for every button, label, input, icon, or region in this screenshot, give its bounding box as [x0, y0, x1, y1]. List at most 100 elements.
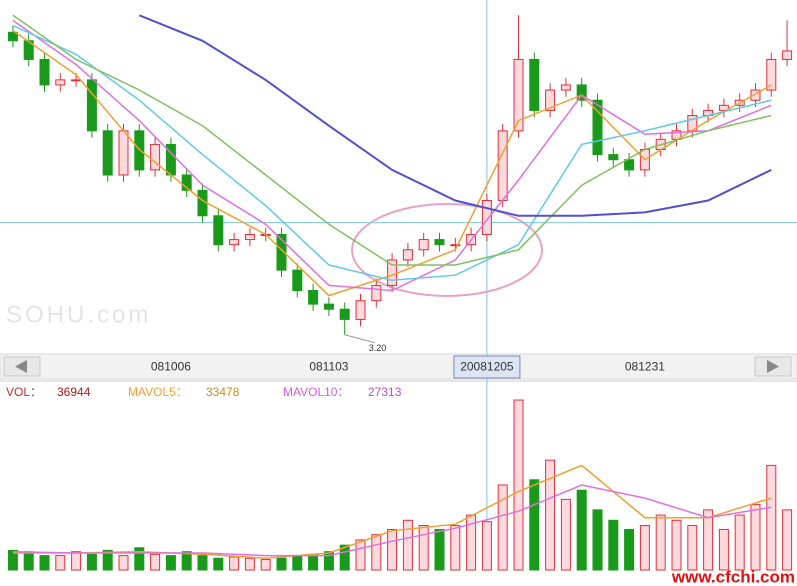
candle-body [118, 130, 129, 176]
candle-body [497, 130, 508, 201]
volume-bar [576, 489, 587, 571]
site-url: www.cfchi.com [671, 567, 795, 586]
mavol10-value: 27313 [368, 385, 402, 399]
candle-body [7, 31, 18, 42]
candle-body [529, 58, 540, 111]
x-tick-label: 081006 [151, 360, 191, 374]
volume-bar [387, 528, 398, 571]
volume-bar [371, 534, 382, 571]
volume-bar [750, 504, 761, 571]
volume-bar [213, 557, 224, 571]
candle-body [355, 300, 366, 320]
x-tick-label: 20081205 [460, 360, 514, 374]
volume-bar [402, 519, 413, 571]
candle-body [339, 308, 350, 320]
volume-bar [671, 519, 682, 571]
volume-bar [308, 553, 319, 571]
candle-body [750, 89, 761, 101]
ma-line [12, 14, 772, 266]
candle-body [276, 233, 287, 271]
mavol10-label: MAVOL10： [283, 385, 349, 399]
ma-line [12, 29, 772, 297]
volume-bar [197, 555, 208, 571]
volume-bar [782, 509, 793, 571]
volume-bar [592, 509, 603, 571]
candle-body [418, 239, 429, 251]
volume-bar [655, 514, 666, 571]
volume-bar [260, 559, 271, 571]
volume-bar [434, 528, 445, 571]
arrow-left [15, 360, 27, 373]
candle-body [782, 50, 793, 60]
volume-bar [450, 525, 461, 571]
volume-bar [150, 553, 161, 571]
candle-body [55, 79, 66, 86]
volume-bar [703, 509, 714, 571]
vol-label: VOL： [6, 385, 42, 399]
candle-body [450, 244, 461, 247]
volume-bar [86, 553, 97, 571]
volume-bar [276, 557, 287, 571]
candle-body [371, 284, 382, 302]
volume-bar [134, 547, 145, 571]
volume-bar [481, 521, 492, 571]
volume-bar [39, 555, 50, 571]
volume-bar [339, 544, 350, 571]
mavol-line [12, 464, 772, 559]
volume-bar [23, 551, 34, 571]
volume-bar [418, 525, 429, 571]
candle-body [718, 104, 729, 111]
candle-body [624, 159, 635, 171]
candle-body [402, 249, 413, 261]
volume-bar [244, 557, 255, 571]
volume-bar [513, 399, 524, 571]
mavol5-value: 33478 [206, 385, 240, 399]
volume-bar [608, 519, 619, 571]
candle-body [560, 84, 571, 91]
volume-bar [497, 484, 508, 571]
candle-body [229, 239, 240, 246]
x-tick-label: 081103 [309, 360, 348, 374]
candle-body [213, 215, 224, 246]
candle-body [39, 58, 50, 86]
low-pointer [344, 334, 375, 344]
candle-body [150, 143, 161, 171]
volume-bar [118, 555, 129, 571]
volume-bar [624, 528, 635, 571]
candle-body [308, 290, 319, 305]
candle-body [181, 174, 192, 191]
volume-bar [545, 459, 556, 571]
volume-bar [560, 498, 571, 571]
candle-body [608, 154, 619, 161]
watermark: SOHU.com [6, 301, 151, 328]
scrollbar[interactable] [0, 353, 797, 380]
candle-body [323, 303, 334, 310]
volume-bar [323, 551, 334, 571]
volume-bar [71, 551, 82, 571]
candle-body [592, 99, 603, 156]
volume-bar [181, 551, 192, 571]
ma-line [12, 19, 772, 292]
ma-line [12, 24, 772, 282]
candle-body [292, 269, 303, 292]
candle-body [481, 199, 492, 235]
volume-bar [55, 555, 66, 571]
volume-bar [734, 514, 745, 571]
volume-bar [292, 555, 303, 571]
volume-bar [529, 479, 540, 571]
selected-date-box [453, 355, 521, 379]
candle-body [86, 79, 97, 132]
low-label: 3.20 [369, 343, 387, 353]
volume-bar [466, 514, 477, 571]
vol-value: 36944 [57, 385, 91, 399]
volume-bar [7, 549, 18, 571]
arrow-right [767, 360, 779, 373]
candle-body [434, 239, 445, 246]
ma-line [138, 14, 772, 217]
candle-body [576, 84, 587, 101]
volume-bar [229, 556, 240, 571]
volume-bar [355, 539, 366, 571]
x-tick-label: 081231 [625, 360, 665, 374]
